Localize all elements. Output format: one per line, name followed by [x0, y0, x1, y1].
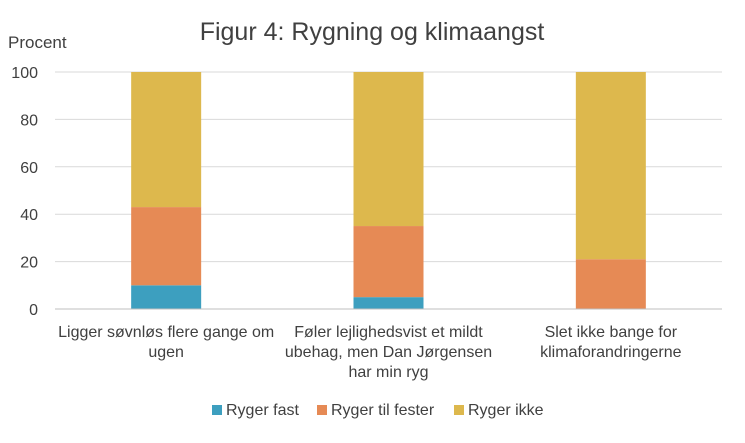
legend-label: Ryger til fester — [331, 402, 435, 419]
y-axis-label: Procent — [8, 33, 67, 52]
bar-segment-ryger-ikke — [353, 72, 424, 227]
bar-segment-ryger-fast — [353, 297, 424, 309]
y-tick-label: 100 — [11, 65, 38, 82]
y-tick-label: 20 — [20, 255, 38, 272]
y-tick-label: 60 — [20, 160, 38, 177]
bar-segment-ryger-til-fester — [353, 226, 424, 298]
y-tick-label: 40 — [20, 207, 38, 224]
bar-segment-ryger-ikke — [575, 72, 646, 260]
bars — [131, 72, 646, 309]
bar-segment-ryger-til-fester — [575, 259, 646, 309]
y-tick-label: 0 — [29, 302, 38, 319]
legend: Ryger fast Ryger til fester Ryger ikke — [212, 402, 544, 419]
y-axis-ticks: 0 20 40 60 80 100 — [11, 65, 38, 319]
bar-segment-ryger-ikke — [131, 72, 202, 208]
legend-label: Ryger ikke — [468, 402, 544, 419]
legend-swatch — [212, 405, 222, 415]
bar-segment-ryger-til-fester — [131, 207, 202, 286]
legend-swatch — [454, 405, 464, 415]
x-tick-label: Ligger søvnløs flere gange om ugen — [58, 324, 274, 361]
chart-title: Figur 4: Rygning og klimaangst — [200, 18, 545, 46]
legend-swatch — [317, 405, 327, 415]
legend-label: Ryger fast — [226, 402, 299, 419]
y-tick-label: 80 — [20, 112, 38, 129]
x-tick-label: Slet ikke bange for klimaforandringerne — [540, 324, 682, 361]
x-axis-labels: Ligger søvnløs flere gange om ugen Føler l… — [58, 324, 682, 381]
bar-segment-ryger-fast — [131, 285, 202, 309]
x-tick-label: Føler lejlighedsvist et mildt ubehag, men… — [285, 324, 492, 381]
